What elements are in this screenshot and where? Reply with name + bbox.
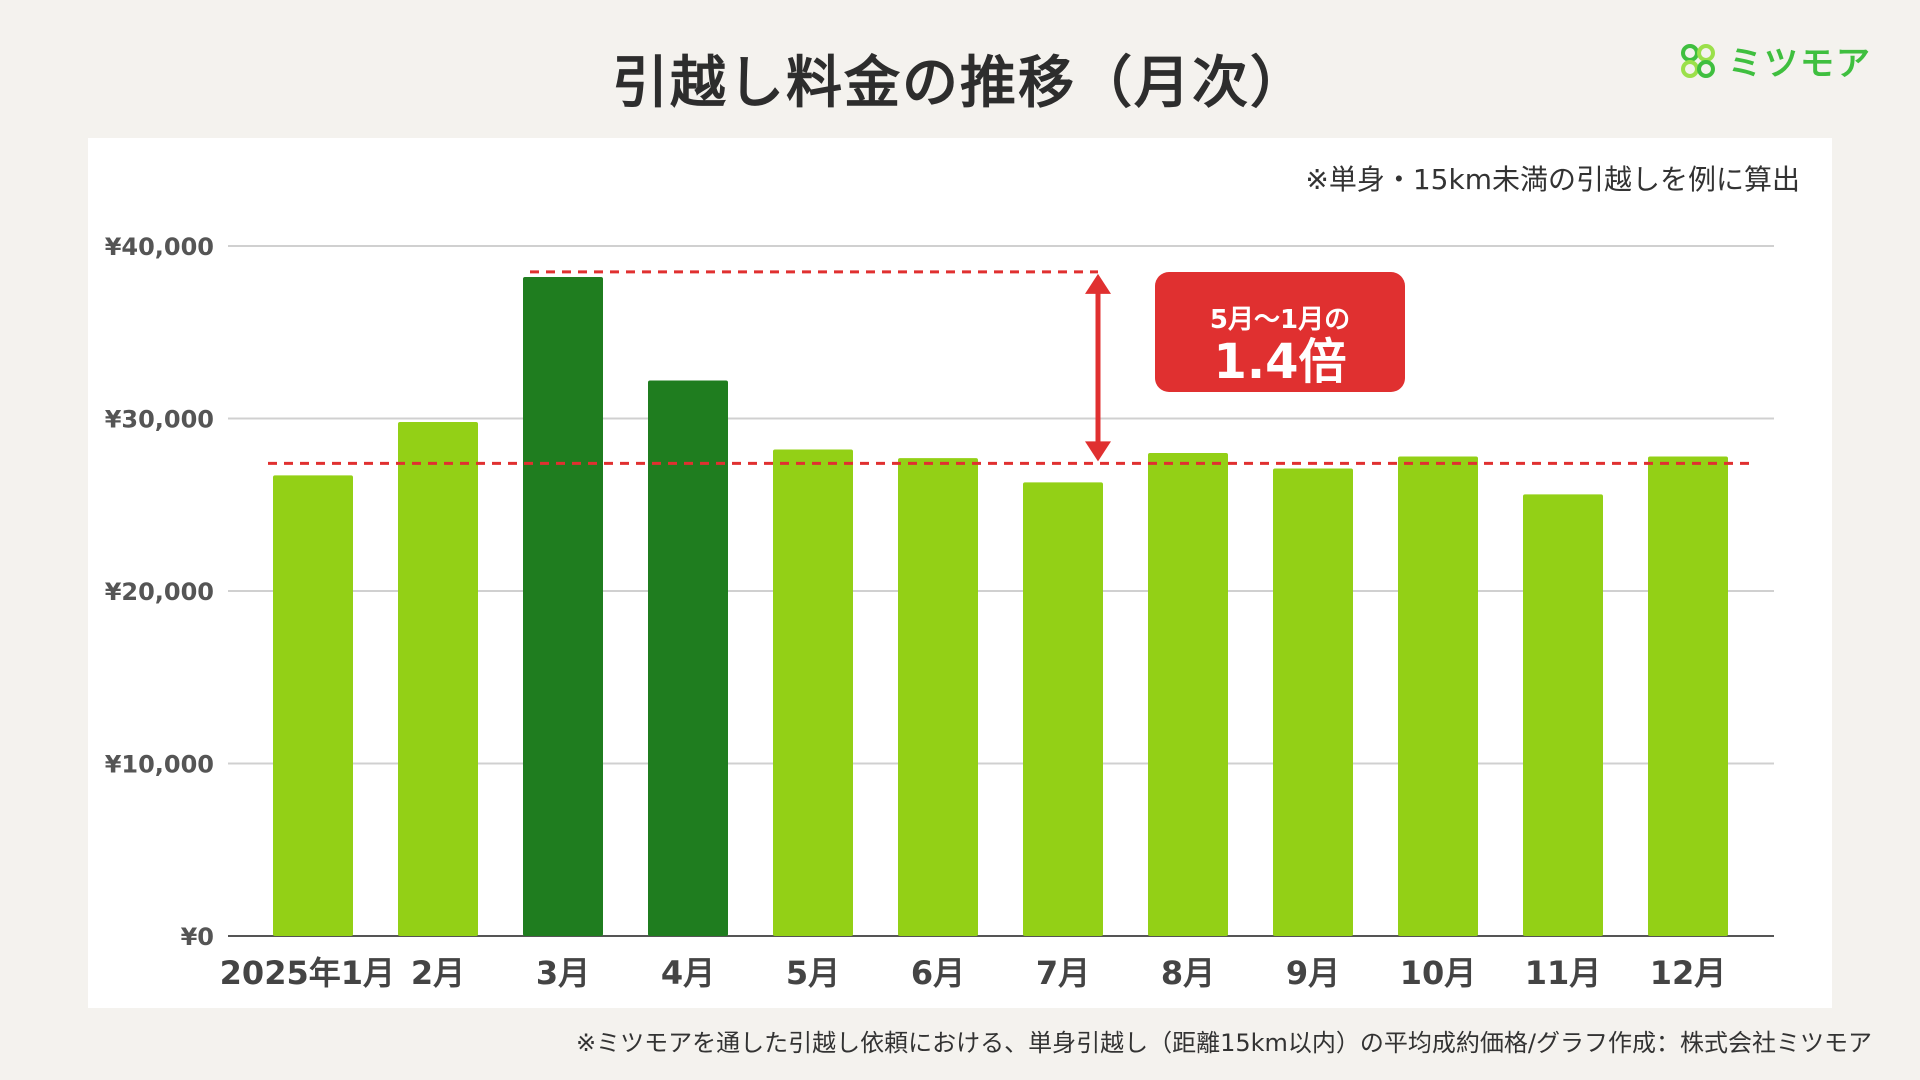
page-title: 引越し料金の推移（月次） bbox=[612, 51, 1308, 116]
brand-logo: ミツモア bbox=[1678, 36, 1872, 85]
bar bbox=[1398, 456, 1478, 936]
bar bbox=[1148, 453, 1228, 936]
ratio-callout-value: 1.4倍 bbox=[1213, 334, 1346, 390]
x-tick-label: 8月 bbox=[1161, 954, 1215, 992]
y-tick-label: ¥40,000 bbox=[105, 233, 214, 261]
x-tick-label: 5月 bbox=[786, 954, 840, 992]
ratio-callout-box bbox=[1155, 272, 1405, 392]
y-tick-label: ¥0 bbox=[181, 923, 214, 951]
bar bbox=[398, 421, 478, 936]
chart-panel: ※単身・15km未満の引越しを例に算出 ¥0 ¥10,000 ¥20,000 ¥30,… bbox=[88, 138, 1832, 1008]
x-tick-label: 9月 bbox=[1286, 954, 1340, 992]
chart-note: ※単身・15km未満の引越しを例に算出 bbox=[1305, 163, 1800, 196]
y-tick-label: ¥20,000 bbox=[105, 578, 214, 606]
logo-text: ミツモア bbox=[1728, 44, 1872, 84]
bar bbox=[273, 475, 353, 936]
y-tick-label: ¥10,000 bbox=[105, 751, 214, 779]
bar bbox=[1648, 456, 1728, 936]
footer-note: ※ミツモアを通した引越し依頼における、単身引越し（距離15km以内）の平均成約価… bbox=[575, 1029, 1872, 1057]
x-tick-label: 6月 bbox=[911, 954, 965, 992]
x-tick-label: 11月 bbox=[1525, 954, 1602, 992]
arrow-up-head bbox=[1085, 273, 1111, 294]
y-tick-label: ¥30,000 bbox=[105, 406, 214, 434]
x-tick-label: 7月 bbox=[1036, 954, 1090, 992]
bar bbox=[1023, 482, 1103, 936]
x-tick-label: 2月 bbox=[411, 954, 465, 992]
x-tick-label: 2025年1月 bbox=[220, 954, 395, 992]
x-tick-label: 3月 bbox=[536, 954, 590, 992]
mitsumoa-logo-icon bbox=[1681, 43, 1715, 78]
bar bbox=[898, 458, 978, 936]
bar bbox=[648, 380, 728, 936]
arrow-down-head bbox=[1085, 441, 1111, 462]
bar bbox=[773, 449, 853, 936]
bar-chart: ¥0 ¥10,000 ¥20,000 ¥30,000 ¥40,000 2025年1月 2月 3… bbox=[105, 233, 1774, 992]
bar bbox=[1523, 494, 1603, 936]
ratio-callout-caption: 5月〜1月の bbox=[1210, 305, 1350, 335]
x-tick-label: 4月 bbox=[661, 954, 715, 992]
x-tick-label: 10月 bbox=[1400, 954, 1477, 992]
x-tick-label: 12月 bbox=[1650, 954, 1727, 992]
bar bbox=[523, 277, 603, 936]
bar bbox=[1273, 468, 1353, 936]
